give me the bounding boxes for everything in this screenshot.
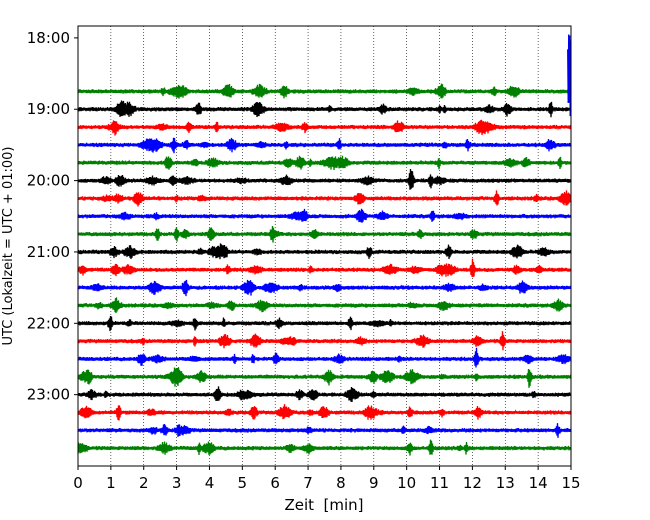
y-axis-label: UTC (Lokalzeit = UTC + 01:00) xyxy=(1,147,16,346)
y-tick-label-20:00: 20:00 xyxy=(27,172,70,190)
trace-2115 xyxy=(77,258,572,278)
trace-2345 xyxy=(77,439,572,456)
x-tick-label-6: 6 xyxy=(270,474,280,492)
trace-2215 xyxy=(77,331,572,351)
x-axis-label: Zeit [min] xyxy=(284,496,363,514)
y-axis-ticks: 18:00 19:00 20:00 21:00 22:00 23:00 xyxy=(27,29,78,404)
trace-2200 xyxy=(77,315,572,332)
trace-2315 xyxy=(77,404,572,421)
trace-2100 xyxy=(77,243,572,260)
trace-2245 xyxy=(77,367,572,388)
y-tick-label-19:00: 19:00 xyxy=(27,100,70,118)
x-tick-label-7: 7 xyxy=(303,474,313,492)
x-tick-label-13: 13 xyxy=(496,474,515,492)
x-tick-label-8: 8 xyxy=(336,474,346,492)
x-tick-label-1: 1 xyxy=(106,474,116,492)
trace-1930 xyxy=(77,137,572,154)
trace-1845 xyxy=(77,83,572,99)
y-tick-label-18:00: 18:00 xyxy=(27,29,70,47)
trace-2330 xyxy=(77,423,572,438)
x-axis-ticks: 0 1 2 3 4 5 6 7 8 9 10 11 12 13 14 15 xyxy=(73,466,581,492)
trace-2045 xyxy=(77,226,572,243)
x-tick-label-4: 4 xyxy=(205,474,215,492)
trace-1830 xyxy=(567,34,572,117)
trace-2015 xyxy=(77,190,572,207)
trace-2000 xyxy=(77,169,572,190)
x-tick-label-11: 11 xyxy=(430,474,449,492)
x-tick-label-14: 14 xyxy=(529,474,548,492)
trace-2030 xyxy=(77,208,572,223)
seismic-traces xyxy=(77,34,572,456)
x-tick-label-2: 2 xyxy=(139,474,149,492)
trace-1900 xyxy=(77,100,572,118)
x-tick-label-10: 10 xyxy=(397,474,416,492)
x-tick-label-9: 9 xyxy=(369,474,379,492)
trace-2130 xyxy=(77,279,572,297)
y-tick-label-22:00: 22:00 xyxy=(27,314,70,332)
x-tick-label-5: 5 xyxy=(238,474,248,492)
x-tick-label-3: 3 xyxy=(172,474,182,492)
trace-1945 xyxy=(77,155,572,170)
trace-1915 xyxy=(77,119,572,136)
y-tick-label-21:00: 21:00 xyxy=(27,243,70,261)
trace-2145 xyxy=(77,297,572,314)
y-tick-label-23:00: 23:00 xyxy=(27,386,70,404)
trace-2300 xyxy=(77,386,572,403)
x-tick-label-0: 0 xyxy=(73,474,83,492)
x-tick-label-15: 15 xyxy=(561,474,580,492)
plot-frame xyxy=(77,25,572,467)
x-tick-label-12: 12 xyxy=(463,474,482,492)
trace-2230 xyxy=(77,347,572,368)
